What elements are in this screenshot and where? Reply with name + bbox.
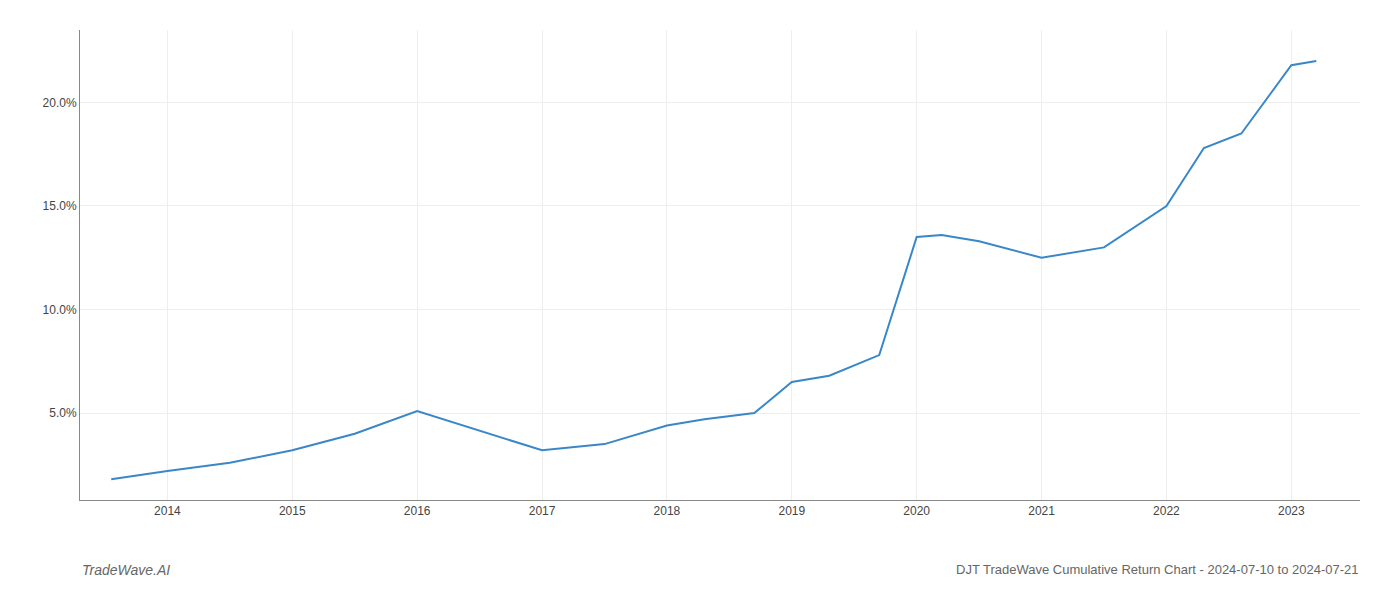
svg-text:TradeWave.AI: TradeWave.AI [82,562,170,578]
svg-text:15.0%: 15.0% [43,199,77,213]
svg-text:2020: 2020 [903,504,930,518]
svg-text:2018: 2018 [654,504,681,518]
svg-text:2017: 2017 [529,504,556,518]
svg-text:2015: 2015 [279,504,306,518]
svg-text:DJT TradeWave Cumulative Retur: DJT TradeWave Cumulative Return Chart - … [956,562,1358,577]
svg-text:2023: 2023 [1278,504,1305,518]
svg-text:2016: 2016 [404,504,431,518]
svg-text:20.0%: 20.0% [43,96,77,110]
svg-text:2014: 2014 [154,504,181,518]
svg-text:2019: 2019 [778,504,805,518]
svg-text:2021: 2021 [1028,504,1055,518]
svg-text:2022: 2022 [1153,504,1180,518]
svg-text:5.0%: 5.0% [49,406,77,420]
svg-text:10.0%: 10.0% [43,303,77,317]
